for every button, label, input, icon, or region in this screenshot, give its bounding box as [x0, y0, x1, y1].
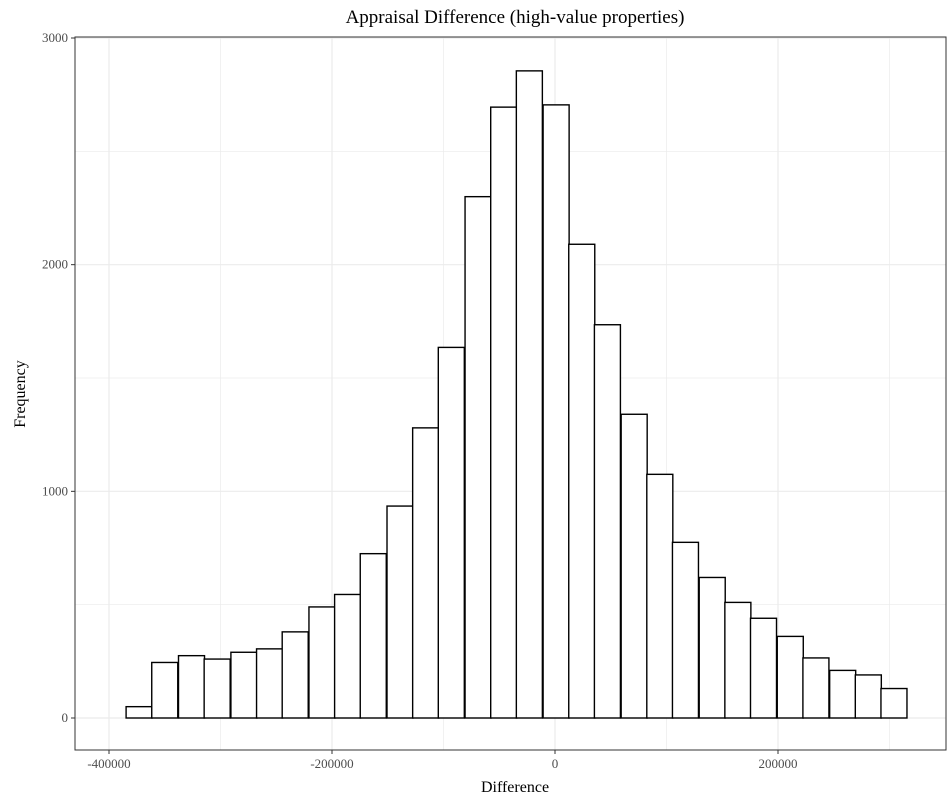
x-axis: -400000 -200000 0 200000 [87, 750, 798, 771]
histogram-bar [151, 661, 179, 719]
histogram-bar [333, 593, 362, 719]
x-tick-label: 200000 [759, 756, 798, 771]
y-axis-title: Frequency [12, 360, 29, 428]
histogram-bar [749, 617, 778, 719]
histogram-bar [568, 243, 596, 719]
y-tick-label: 1000 [42, 483, 68, 498]
x-tick-label: -400000 [87, 756, 130, 771]
histogram-bar [646, 473, 674, 719]
histogram-bar [593, 324, 622, 719]
histogram-bar [464, 195, 492, 719]
histogram-bars [125, 70, 908, 719]
histogram-bar [411, 427, 440, 719]
histogram-bar [255, 648, 284, 719]
y-axis: 0 1000 2000 3000 [42, 30, 75, 725]
panel-border [74, 36, 947, 751]
histogram-bar [854, 674, 883, 719]
histogram-bar [698, 576, 726, 719]
histogram-bar [880, 687, 908, 719]
histogram-bar [515, 70, 544, 719]
x-tick-label: -200000 [310, 756, 353, 771]
histogram-bar [620, 413, 648, 719]
histogram-bar [281, 631, 309, 719]
x-axis-title: Difference [481, 779, 549, 796]
histogram-bar [230, 651, 258, 719]
histogram-bar [828, 669, 857, 719]
histogram-bar [437, 346, 466, 719]
histogram-bar [671, 541, 700, 719]
y-tick-label: 0 [62, 710, 69, 725]
histogram-bar [386, 505, 414, 719]
histogram-bar [490, 106, 518, 719]
x-tick-label: 0 [552, 756, 559, 771]
y-tick-label: 3000 [42, 30, 68, 45]
histogram-bar [802, 657, 830, 719]
histogram-bar [308, 606, 336, 719]
y-tick-label: 2000 [42, 257, 68, 272]
chart-title: Appraisal Difference (high-value propert… [346, 7, 685, 28]
histogram-bar [177, 654, 206, 719]
histogram-bar [724, 601, 752, 719]
histogram-bar [776, 635, 804, 719]
histogram-bar [203, 658, 231, 719]
histogram-bar [542, 104, 570, 719]
histogram-bar [125, 705, 153, 719]
histogram-bar [359, 552, 387, 719]
